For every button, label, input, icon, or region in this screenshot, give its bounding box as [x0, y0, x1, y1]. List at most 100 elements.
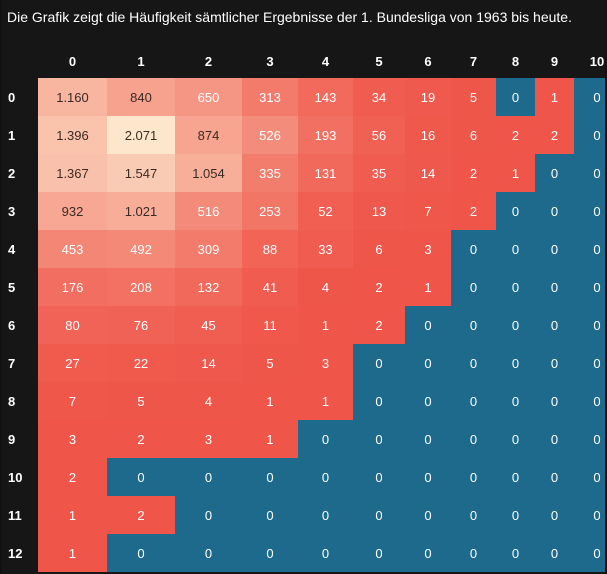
cell-value-6-10: 0: [593, 318, 600, 333]
cell-value-1-3: 526: [259, 128, 281, 143]
cell-value-7-5: 0: [375, 356, 382, 371]
cell-value-4-9: 0: [551, 242, 558, 257]
cell-value-12-5: 0: [375, 546, 382, 561]
heatmap-cell-11-3: [242, 496, 298, 534]
heatmap-cell-12-0: [38, 534, 107, 572]
cell-value-8-6: 0: [424, 394, 431, 409]
heatmap-cell-0-1: [107, 78, 175, 116]
cell-value-4-1: 492: [130, 242, 152, 257]
cell-value-7-7: 0: [470, 356, 477, 371]
cell-value-9-4: 0: [322, 432, 329, 447]
cell-value-6-1: 76: [134, 318, 148, 333]
cell-value-2-6: 14: [421, 166, 435, 181]
heatmap-cell-8-5: [353, 382, 405, 420]
heatmap-cell-11-9: [535, 496, 574, 534]
cell-value-11-10: 0: [593, 508, 600, 523]
row-label-9: 9: [8, 432, 15, 447]
cell-value-0-3: 313: [259, 90, 281, 105]
cell-value-9-8: 0: [512, 432, 519, 447]
heatmap-cell-6-0: [38, 306, 107, 344]
cell-value-7-0: 27: [65, 356, 79, 371]
cell-value-8-9: 0: [551, 394, 558, 409]
heatmap-cell-6-6: [405, 306, 451, 344]
cell-value-7-9: 0: [551, 356, 558, 371]
heatmap-cell-9-3: [242, 420, 298, 458]
heatmap-cell-7-10: [574, 344, 605, 382]
heatmap-cell-5-7: [451, 268, 496, 306]
heatmap-cell-0-10: [574, 78, 605, 116]
cell-value-3-2: 516: [198, 204, 220, 219]
row-label-10: 10: [8, 470, 22, 485]
heatmap-cell-10-0: [38, 458, 107, 496]
heatmap-cell-10-10: [574, 458, 605, 496]
cell-value-11-1: 2: [137, 508, 144, 523]
cell-value-3-3: 253: [259, 204, 281, 219]
cell-value-3-10: 0: [593, 204, 600, 219]
cell-value-3-7: 2: [470, 204, 477, 219]
heatmap-cell-7-3: [242, 344, 298, 382]
cell-value-5-4: 4: [322, 280, 329, 295]
heatmap-cell-4-8: [496, 230, 535, 268]
cell-value-11-5: 0: [375, 508, 382, 523]
cell-value-11-4: 0: [322, 508, 329, 523]
heatmap-cell-8-8: [496, 382, 535, 420]
heatmap-cell-8-7: [451, 382, 496, 420]
heatmap-cell-1-3: [242, 116, 298, 154]
heatmap-cell-5-6: [405, 268, 451, 306]
heatmap-cell-4-6: [405, 230, 451, 268]
cell-value-9-1: 2: [137, 432, 144, 447]
cell-value-0-4: 143: [315, 90, 337, 105]
heatmap-cell-4-7: [451, 230, 496, 268]
cell-value-7-6: 0: [424, 356, 431, 371]
cell-value-1-1: 2.071: [125, 128, 158, 143]
cell-value-10-10: 0: [593, 470, 600, 485]
cell-value-10-7: 0: [470, 470, 477, 485]
col-label-0: 0: [69, 54, 76, 69]
cell-value-5-1: 208: [130, 280, 152, 295]
cell-value-2-8: 1: [512, 166, 519, 181]
heatmap-cell-1-7: [451, 116, 496, 154]
row-label-3: 3: [8, 204, 15, 219]
cell-value-5-2: 132: [198, 280, 220, 295]
cell-value-8-3: 1: [266, 394, 273, 409]
cell-value-11-9: 0: [551, 508, 558, 523]
heatmap-cell-6-9: [535, 306, 574, 344]
heatmap-cell-3-0: [38, 192, 107, 230]
heatmap-cell-6-5: [353, 306, 405, 344]
cell-value-9-10: 0: [593, 432, 600, 447]
col-label-6: 6: [424, 54, 431, 69]
heatmap-cell-11-8: [496, 496, 535, 534]
heatmap-cell-7-0: [38, 344, 107, 382]
cell-value-7-3: 5: [266, 356, 273, 371]
row-label-8: 8: [8, 394, 15, 409]
cell-value-3-1: 1.021: [125, 204, 158, 219]
heatmap-cell-10-5: [353, 458, 405, 496]
heatmap-cell-7-8: [496, 344, 535, 382]
cell-value-11-7: 0: [470, 508, 477, 523]
heatmap-cell-11-5: [353, 496, 405, 534]
heatmap-cell-2-5: [353, 154, 405, 192]
cell-value-0-1: 840: [130, 90, 152, 105]
cell-value-5-6: 1: [424, 280, 431, 295]
cell-value-10-5: 0: [375, 470, 382, 485]
heatmap-cell-2-7: [451, 154, 496, 192]
cell-value-0-0: 1.160: [56, 90, 89, 105]
cell-value-2-5: 35: [372, 166, 386, 181]
heatmap-cell-12-3: [242, 534, 298, 572]
cell-value-0-2: 650: [198, 90, 220, 105]
cell-value-12-1: 0: [137, 546, 144, 561]
heatmap-cell-0-8: [496, 78, 535, 116]
cell-value-6-6: 0: [424, 318, 431, 333]
cell-value-5-9: 0: [551, 280, 558, 295]
heatmap-cell-8-10: [574, 382, 605, 420]
cell-value-4-4: 33: [318, 242, 332, 257]
cell-value-5-0: 176: [62, 280, 84, 295]
heatmap-cell-0-4: [298, 78, 353, 116]
heatmap-cell-0-7: [451, 78, 496, 116]
heatmap-cell-2-4: [298, 154, 353, 192]
cell-value-3-8: 0: [512, 204, 519, 219]
heatmap-cell-6-8: [496, 306, 535, 344]
cell-value-6-8: 0: [512, 318, 519, 333]
heatmap-cell-2-6: [405, 154, 451, 192]
heatmap-cell-2-9: [535, 154, 574, 192]
